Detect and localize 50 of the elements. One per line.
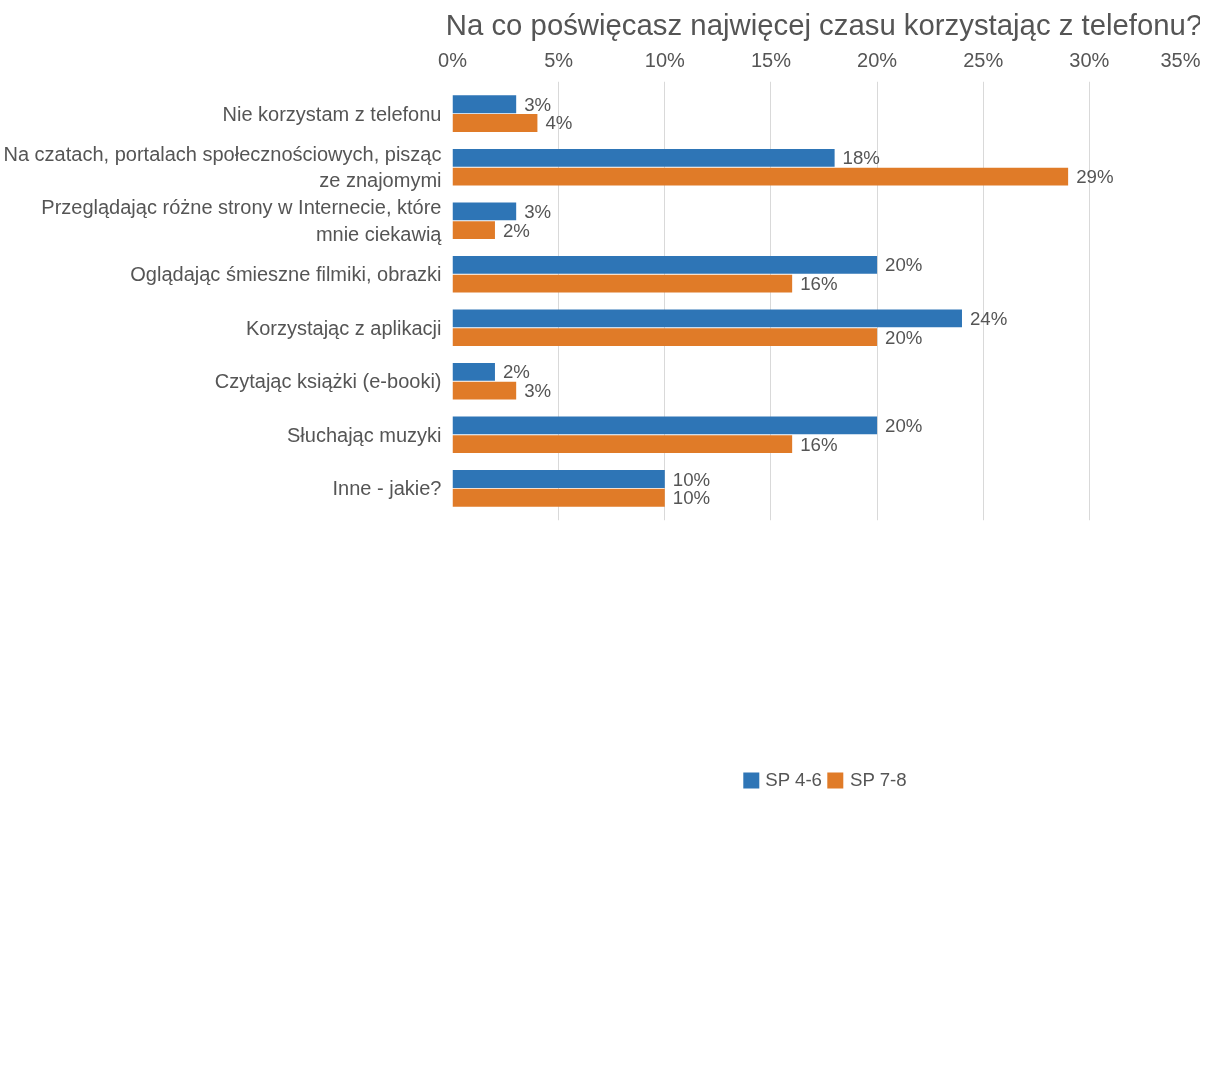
y-tick-label: Słuchając muzyki bbox=[287, 423, 442, 446]
data-label: 20% bbox=[885, 254, 923, 276]
data-label: 2% bbox=[502, 361, 530, 383]
data-label: 3% bbox=[524, 380, 552, 402]
bar bbox=[452, 255, 878, 274]
bar bbox=[452, 202, 517, 221]
bar bbox=[452, 95, 517, 114]
y-tick-label: Oglądając śmieszne filmiki, obrazki bbox=[130, 263, 442, 286]
x-tick-label: 15% bbox=[750, 48, 792, 71]
y-tick-label: Inne - jakie? bbox=[332, 477, 442, 500]
bar bbox=[452, 363, 495, 381]
bar bbox=[452, 114, 538, 132]
legend-label: SP 4-6 bbox=[765, 769, 822, 791]
bar bbox=[452, 328, 878, 347]
data-label: 16% bbox=[800, 433, 838, 455]
data-label: 3% bbox=[524, 200, 552, 222]
bar bbox=[452, 309, 962, 328]
bar bbox=[452, 488, 665, 507]
y-tick-label: Korzystając z aplikacji bbox=[245, 316, 442, 339]
x-tick-label: 5% bbox=[544, 48, 574, 71]
data-label: 20% bbox=[885, 414, 923, 436]
y-tick-label: Przeglądając różne strony w Internecie, które mnie ciekawią bbox=[41, 196, 443, 245]
data-label: 18% bbox=[842, 147, 880, 169]
legend-label: SP 7-8 bbox=[850, 769, 907, 791]
data-label: 3% bbox=[524, 93, 552, 115]
data-label: 24% bbox=[969, 307, 1008, 329]
bar bbox=[452, 221, 495, 239]
data-label: 4% bbox=[545, 112, 573, 134]
data-label: 10% bbox=[672, 468, 711, 490]
bar bbox=[452, 381, 517, 400]
x-tick-label: 35% bbox=[1160, 48, 1201, 71]
data-label: 16% bbox=[800, 273, 838, 295]
x-tick-label: 10% bbox=[644, 48, 686, 71]
bar bbox=[452, 416, 878, 435]
bar bbox=[452, 148, 835, 167]
bar bbox=[452, 435, 793, 454]
y-tick-label: Czytając książki (e-booki) bbox=[214, 370, 442, 393]
data-label: 20% bbox=[885, 326, 923, 348]
data-label: 29% bbox=[1076, 166, 1114, 188]
y-tick-label: Na czatach, portalach społecznościowych, pisząc ze znajomymi bbox=[3, 142, 442, 192]
bar bbox=[452, 167, 1069, 186]
y-tick-label: Nie korzystam z telefonu bbox=[222, 102, 442, 125]
x-tick-label: 25% bbox=[963, 48, 1004, 71]
bar bbox=[452, 470, 665, 488]
bar bbox=[452, 274, 793, 293]
data-label: 10% bbox=[672, 487, 711, 509]
data-label: 2% bbox=[502, 219, 530, 241]
x-tick-label: 30% bbox=[1069, 48, 1110, 71]
x-tick-label: 0% bbox=[438, 48, 468, 71]
x-tick-label: 20% bbox=[857, 48, 898, 71]
